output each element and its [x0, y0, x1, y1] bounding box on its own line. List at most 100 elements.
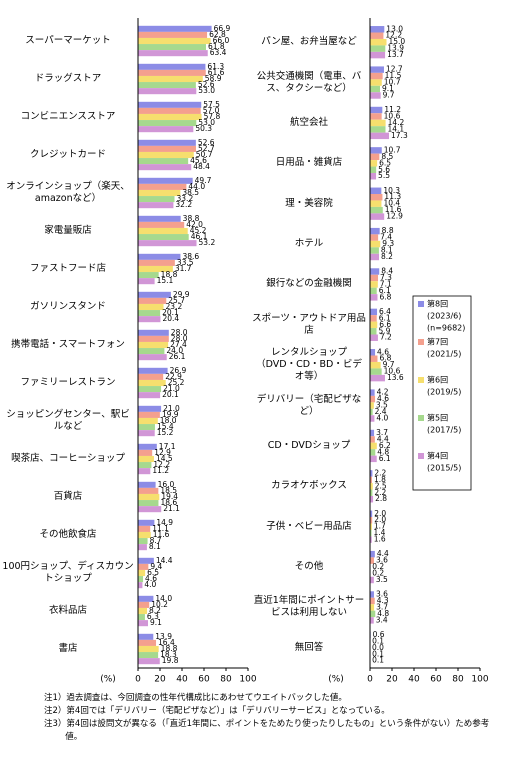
- value-label: 57.8: [204, 112, 221, 121]
- legend-label: (2017/5): [427, 426, 461, 435]
- bar: [138, 348, 165, 355]
- bar: [138, 405, 162, 412]
- bar: [138, 202, 174, 209]
- value-label: 14.1: [388, 124, 405, 133]
- value-label: 18.8: [161, 270, 178, 279]
- category-label: 携帯電話・スマートフォン: [11, 339, 125, 350]
- value-label: 7.1: [380, 279, 392, 288]
- category-label: コンビニエンスストア: [20, 111, 116, 122]
- value-label: 32.2: [175, 200, 192, 209]
- value-label: 16.4: [158, 638, 175, 647]
- value-label: 4.4: [377, 434, 389, 443]
- bar: [370, 389, 375, 396]
- bar: [370, 240, 381, 248]
- value-label: 10.7: [384, 145, 401, 154]
- bar: [370, 234, 379, 241]
- value-label: 6.8: [379, 354, 391, 363]
- bar: [370, 429, 375, 437]
- bar: [370, 604, 375, 611]
- bar: [138, 367, 168, 374]
- bar: [138, 107, 201, 114]
- legend-swatch: [418, 377, 424, 383]
- x-tick-label: 60: [198, 675, 210, 685]
- bar: [138, 633, 154, 640]
- category-label: レンタルショップ（DVD・CD・BD・ビデオ等）: [256, 347, 362, 383]
- category-label: その他飲食店: [39, 529, 97, 540]
- value-label: 7.2: [380, 333, 392, 342]
- bar: [370, 597, 375, 605]
- category-label: 銀行などの金融機関: [266, 278, 352, 290]
- bar: [138, 291, 171, 298]
- value-label: 9.7: [383, 90, 395, 99]
- bar: [138, 487, 159, 494]
- bar: [370, 119, 386, 127]
- value-label: 11.3: [384, 192, 401, 201]
- note: 注2）第4回では「デリバリー（宅配ピザなど）」は「デリバリーサービス」となってい…: [44, 706, 390, 716]
- bar: [138, 582, 143, 589]
- value-label: 12.2: [153, 460, 170, 469]
- bar: [370, 268, 380, 275]
- value-label: 6.5: [147, 568, 159, 577]
- value-label: 5.9: [378, 326, 390, 335]
- value-label: 29.9: [173, 290, 190, 299]
- legend-label: 第8回: [427, 299, 448, 309]
- value-label: 10.6: [384, 367, 401, 376]
- value-label: 0.2: [372, 562, 384, 571]
- bar: [138, 481, 156, 488]
- value-label: 42.0: [186, 220, 203, 229]
- value-label: 11.1: [152, 524, 169, 533]
- value-label: 6.5: [379, 158, 391, 167]
- bar: [370, 395, 376, 403]
- bar: [370, 132, 390, 140]
- bar: [370, 247, 379, 254]
- category-label: 理・美容院: [285, 197, 333, 209]
- value-label: 45.2: [190, 226, 207, 235]
- value-label: 18.0: [160, 416, 177, 425]
- value-label: 1.8: [374, 475, 386, 484]
- bar: [370, 126, 386, 133]
- bar: [138, 139, 196, 146]
- value-label: 20.4: [162, 314, 179, 323]
- legend-swatch: [418, 301, 424, 307]
- value-label: 14.2: [388, 118, 405, 127]
- value-label: 10.6: [384, 111, 401, 120]
- value-label: 53.0: [198, 86, 215, 95]
- value-label: 2.2: [374, 468, 386, 477]
- bar: [370, 402, 374, 409]
- value-label: 62.8: [209, 30, 226, 39]
- value-label: 9.3: [382, 239, 394, 248]
- bar: [370, 193, 383, 201]
- bar: [370, 523, 372, 530]
- category-label: ホテル: [294, 238, 324, 250]
- bar: [370, 173, 377, 180]
- category-label: カラオケボックス: [271, 480, 347, 492]
- value-label: 53.2: [199, 238, 216, 247]
- category-label: スーパーマーケット: [25, 35, 111, 46]
- category-label: クレジットカード: [29, 149, 106, 160]
- category-label: 衣料品店: [48, 605, 87, 616]
- bar: [370, 160, 378, 167]
- note: 注1）過去調査は、今回調査の性年代構成比にあわせてウエイトバックした値。: [44, 693, 347, 703]
- value-label: 6.3: [147, 612, 159, 621]
- value-label: 48.4: [193, 162, 210, 171]
- value-label: 6.1: [379, 286, 391, 295]
- value-label: 2.5: [375, 481, 387, 490]
- bar: [370, 349, 376, 356]
- bar: [370, 200, 382, 207]
- value-label: 50.7: [196, 150, 213, 159]
- value-label: 9.4: [150, 562, 162, 571]
- x-tick-label: 60: [430, 675, 442, 685]
- bar: [138, 576, 144, 583]
- bar: [370, 529, 372, 537]
- category-label: 100円ショップ、ディスカウントショップ: [2, 561, 134, 584]
- bar: [370, 489, 373, 497]
- value-label: 61.6: [208, 68, 225, 77]
- category-label: ファミリーレストラン: [20, 377, 116, 388]
- bar: [370, 294, 378, 301]
- value-label: 4.4: [377, 549, 389, 558]
- value-label: 20.1: [162, 390, 179, 399]
- bar: [370, 32, 384, 39]
- value-label: 4.3: [377, 596, 389, 605]
- value-label: 19.9: [162, 410, 179, 419]
- bar: [138, 69, 206, 76]
